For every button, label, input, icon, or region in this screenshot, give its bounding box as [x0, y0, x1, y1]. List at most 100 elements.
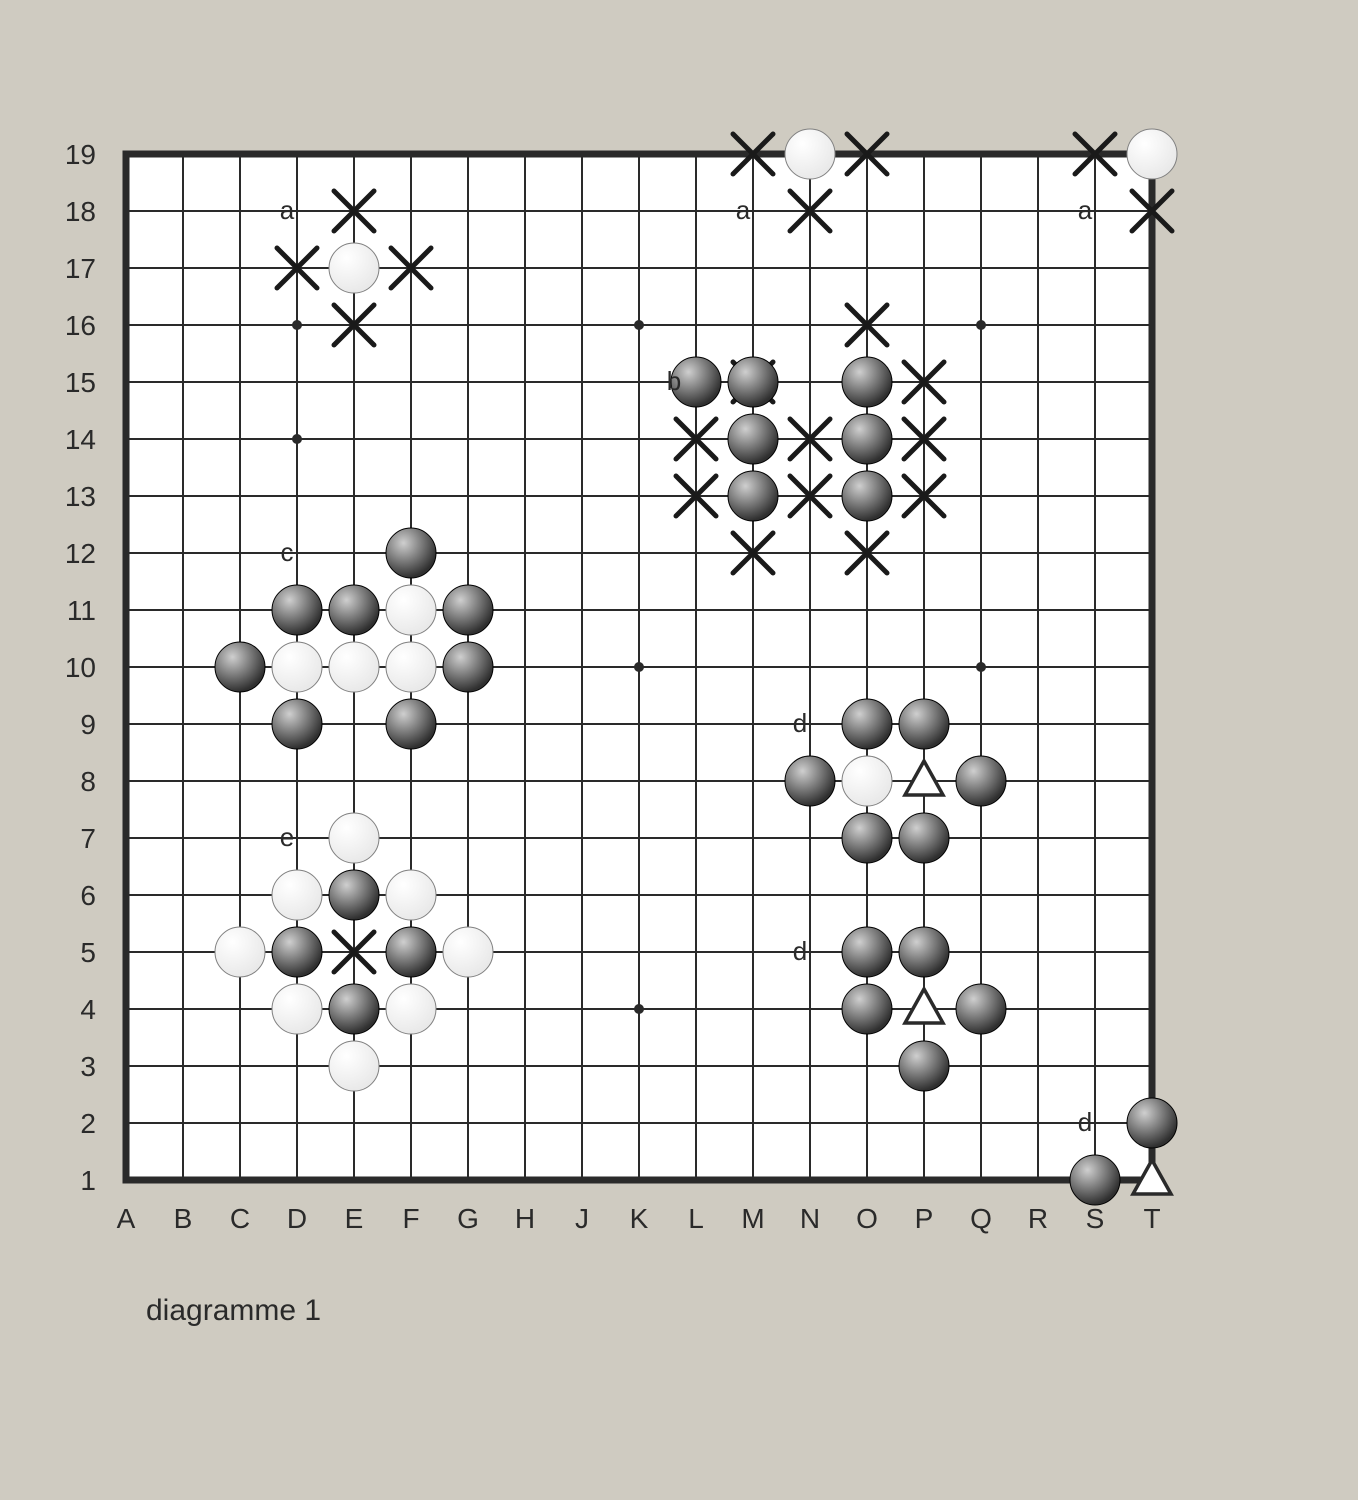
black-stone	[956, 756, 1006, 806]
column-label: G	[457, 1203, 479, 1234]
black-stone	[842, 699, 892, 749]
column-label: K	[630, 1203, 649, 1234]
row-label: 4	[80, 994, 96, 1025]
black-stone	[956, 984, 1006, 1034]
annotation-label: b	[667, 366, 681, 396]
black-stone	[899, 927, 949, 977]
column-label: R	[1028, 1203, 1048, 1234]
column-label: F	[402, 1203, 419, 1234]
row-label: 11	[67, 595, 96, 626]
white-stone	[215, 927, 265, 977]
column-label: N	[800, 1203, 820, 1234]
annotation-label: a	[1078, 195, 1093, 225]
column-label: D	[287, 1203, 307, 1234]
white-stone	[329, 813, 379, 863]
row-label: 12	[65, 538, 96, 569]
row-label: 3	[80, 1051, 96, 1082]
row-label: 14	[65, 424, 96, 455]
column-label: S	[1086, 1203, 1105, 1234]
annotation-label: c	[281, 537, 294, 567]
white-stone	[386, 585, 436, 635]
column-label: T	[1143, 1203, 1160, 1234]
black-stone	[842, 471, 892, 521]
black-stone	[842, 927, 892, 977]
white-stone	[386, 984, 436, 1034]
black-stone	[272, 699, 322, 749]
white-stone	[329, 1041, 379, 1091]
white-stone	[1127, 129, 1177, 179]
black-stone	[1070, 1155, 1120, 1205]
row-label: 10	[65, 652, 96, 683]
row-label: 15	[65, 367, 96, 398]
white-stone	[272, 642, 322, 692]
black-stone	[899, 813, 949, 863]
row-label: 17	[65, 253, 96, 284]
row-label: 19	[65, 139, 96, 170]
black-stone	[842, 984, 892, 1034]
column-label: E	[345, 1203, 364, 1234]
white-stone	[785, 129, 835, 179]
row-label: 2	[80, 1108, 96, 1139]
column-label: L	[688, 1203, 704, 1234]
black-stone	[899, 1041, 949, 1091]
diagram-caption: diagramme 1	[146, 1294, 321, 1327]
white-stone	[443, 927, 493, 977]
column-label: H	[515, 1203, 535, 1234]
white-stone	[386, 642, 436, 692]
row-label: 1	[80, 1165, 96, 1196]
row-label: 5	[80, 937, 96, 968]
white-stone	[329, 243, 379, 293]
white-stone	[386, 870, 436, 920]
annotation-label: a	[280, 195, 295, 225]
star-point	[292, 434, 302, 444]
black-stone	[329, 984, 379, 1034]
star-point	[976, 320, 986, 330]
black-stone	[1127, 1098, 1177, 1148]
black-stone	[728, 471, 778, 521]
column-label: P	[915, 1203, 934, 1234]
star-point	[634, 320, 644, 330]
black-stone	[272, 585, 322, 635]
black-stone	[215, 642, 265, 692]
black-stone	[329, 870, 379, 920]
black-stone	[272, 927, 322, 977]
row-label: 16	[65, 310, 96, 341]
star-point	[634, 662, 644, 672]
black-stone	[386, 927, 436, 977]
row-label: 8	[80, 766, 96, 797]
column-label: Q	[970, 1203, 992, 1234]
column-label: A	[117, 1203, 136, 1234]
annotation-label: d	[793, 936, 807, 966]
black-stone	[899, 699, 949, 749]
white-stone	[272, 870, 322, 920]
column-label: J	[575, 1203, 589, 1234]
annotation-label: d	[1078, 1107, 1092, 1137]
column-label: C	[230, 1203, 250, 1234]
black-stone	[443, 585, 493, 635]
row-label: 7	[80, 823, 96, 854]
row-label: 18	[65, 196, 96, 227]
black-stone	[728, 414, 778, 464]
black-stone	[386, 528, 436, 578]
black-stone	[728, 357, 778, 407]
black-stone	[443, 642, 493, 692]
black-stone	[842, 357, 892, 407]
black-stone	[842, 813, 892, 863]
annotation-label: d	[793, 708, 807, 738]
black-stone	[386, 699, 436, 749]
annotation-label: a	[736, 195, 751, 225]
white-stone	[272, 984, 322, 1034]
star-point	[292, 320, 302, 330]
black-stone	[785, 756, 835, 806]
go-diagram: ABCDEFGHJKLMNOPQRST123456789101112131415…	[0, 0, 1358, 1500]
column-label: B	[174, 1203, 193, 1234]
annotation-label: e	[280, 822, 294, 852]
column-label: M	[741, 1203, 764, 1234]
black-stone	[842, 414, 892, 464]
star-point	[634, 1004, 644, 1014]
star-point	[976, 662, 986, 672]
row-label: 6	[80, 880, 96, 911]
column-label: O	[856, 1203, 878, 1234]
white-stone	[842, 756, 892, 806]
white-stone	[329, 642, 379, 692]
